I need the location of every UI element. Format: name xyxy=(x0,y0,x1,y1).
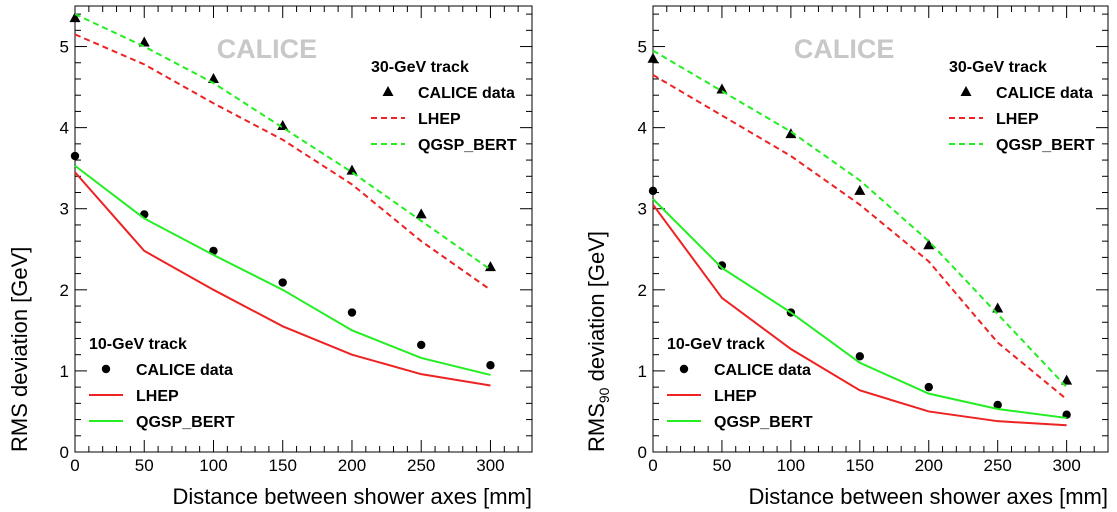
data-point-triangle-calice-data xyxy=(138,36,150,47)
series-line-qgsp-bert xyxy=(74,13,492,271)
y-tick-label: 0 xyxy=(638,443,647,462)
x-tick-label: 200 xyxy=(338,456,366,475)
y-tick-label: 0 xyxy=(60,443,69,462)
legend-entry-label: QGSP_BERT xyxy=(996,137,1095,154)
data-point-triangle-calice-data xyxy=(716,83,728,94)
x-tick-label: 300 xyxy=(1052,456,1080,475)
right-panel: CALICE 0 50 100 150 200 250 300 0 1 2 3 4 5 Distance b… xyxy=(584,5,1109,509)
data-point-triangle-calice-data xyxy=(854,184,866,195)
series-line-lhep xyxy=(74,171,491,387)
data-point-triangle-calice-data xyxy=(1061,374,1073,385)
y-tick-label: 4 xyxy=(60,119,69,138)
x-tick-label: 100 xyxy=(199,456,227,475)
legend-entry-label: CALICE data xyxy=(418,85,515,102)
legend-group-0: 30-GeV track CALICE data LHEP QGSP_BERT xyxy=(371,59,517,154)
y-tick-label: 3 xyxy=(638,200,647,219)
y-axis-title: RMS90 deviation [GeV] xyxy=(584,231,612,452)
legend-marker-circle xyxy=(679,364,689,374)
x-tick-label: 0 xyxy=(648,456,657,475)
x-tick-label: 300 xyxy=(476,456,504,475)
data-point-circle-calice-data xyxy=(486,361,495,370)
y-tick-label: 3 xyxy=(60,200,69,219)
legend-group-1: 10-GeV track CALICE data LHEP QGSP_BERT xyxy=(667,336,813,431)
y-tick-label: 4 xyxy=(638,119,647,138)
y-tick-label: 1 xyxy=(60,362,69,381)
y-tick-label: 2 xyxy=(638,281,647,300)
data-point-triangle-calice-data xyxy=(923,239,935,250)
y-axis-title-main: RMS xyxy=(584,403,609,452)
data-point-circle-calice-data xyxy=(993,400,1002,410)
y-axis-title-subscript: 90 xyxy=(596,387,612,403)
legend-group-0: 30-GeV track CALICE data LHEP QGSP_BERT xyxy=(949,59,1095,154)
y-tick-label: 5 xyxy=(60,38,69,57)
x-tick-label: 100 xyxy=(777,456,805,475)
legend-group-1: 10-GeV track CALICE data LHEP QGSP_BERT xyxy=(89,336,235,431)
data-point-triangle-calice-data xyxy=(69,12,81,23)
series-line-qgsp-bert xyxy=(652,198,1067,419)
left-panel: CALICE 0 50 100 150 200 250 300 0 1 2 3 4 5 Distance b… xyxy=(7,5,533,509)
data-point-circle-calice-data xyxy=(924,382,933,392)
x-tick-label: 150 xyxy=(846,456,874,475)
x-tick-label: 250 xyxy=(407,456,435,475)
x-tick-label: 150 xyxy=(269,456,297,475)
x-tick-label: 50 xyxy=(135,456,154,475)
y-tick-label: 5 xyxy=(638,38,647,57)
series-line-lhep xyxy=(652,204,1067,427)
data-point-triangle-calice-data xyxy=(415,208,427,219)
legend-marker-circle xyxy=(101,364,111,374)
legend-title: 30-GeV track xyxy=(949,59,1047,76)
y-tick-label: 1 xyxy=(638,362,647,381)
data-point-circle-calice-data xyxy=(855,352,865,361)
watermark-text: CALICE xyxy=(217,34,318,64)
legend-entry-label: LHEP xyxy=(136,388,179,405)
y-axis-title-main: RMS deviation [GeV] xyxy=(7,247,32,452)
legend-entry-label: CALICE data xyxy=(714,362,811,379)
legend-entry-label: LHEP xyxy=(418,111,461,128)
legend-title: 10-GeV track xyxy=(89,336,187,353)
data-point-circle-calice-data xyxy=(70,151,80,161)
legend-title: 10-GeV track xyxy=(667,336,765,353)
series-line-lhep xyxy=(74,33,492,291)
x-axis-title: Distance between shower axes [mm] xyxy=(173,484,533,509)
series-line-qgsp-bert xyxy=(74,164,491,376)
data-point-triangle-calice-data xyxy=(277,120,289,131)
legend-marker-triangle xyxy=(960,86,972,96)
legend-entry-label: QGSP_BERT xyxy=(136,414,235,431)
legend-entry-label: CALICE data xyxy=(996,85,1093,102)
data-point-triangle-calice-data xyxy=(346,164,358,175)
x-tick-label: 250 xyxy=(984,456,1012,475)
legend-entry-label: QGSP_BERT xyxy=(714,414,813,431)
data-point-triangle-calice-data xyxy=(785,128,797,139)
data-point-circle-calice-data xyxy=(417,340,426,350)
legend-marker-triangle xyxy=(382,86,394,96)
legend-title: 30-GeV track xyxy=(371,59,469,76)
plot-frame xyxy=(652,5,1109,453)
legend-entry-label: LHEP xyxy=(714,388,757,405)
data-point-circle-calice-data xyxy=(717,261,727,270)
y-tick-label: 2 xyxy=(60,281,69,300)
series-line-lhep xyxy=(652,74,1068,401)
x-axis-title: Distance between shower axes [mm] xyxy=(749,484,1109,509)
plot-frame xyxy=(74,5,533,453)
y-axis-title-suffix: deviation [GeV] xyxy=(584,231,609,388)
data-point-circle-calice-data xyxy=(278,278,287,287)
x-tick-label: 0 xyxy=(70,456,79,475)
data-point-circle-calice-data xyxy=(648,186,658,196)
legend-entry-label: CALICE data xyxy=(136,362,233,379)
watermark-text: CALICE xyxy=(794,34,895,64)
x-tick-label: 50 xyxy=(712,456,731,475)
series-line-qgsp-bert xyxy=(652,49,1068,388)
data-point-circle-calice-data xyxy=(347,308,357,317)
y-axis-title: RMS deviation [GeV] xyxy=(7,247,32,452)
x-tick-label: 200 xyxy=(915,456,943,475)
legend-entry-label: LHEP xyxy=(996,111,1039,128)
data-point-triangle-calice-data xyxy=(647,52,659,63)
legend-entry-label: QGSP_BERT xyxy=(418,137,517,154)
